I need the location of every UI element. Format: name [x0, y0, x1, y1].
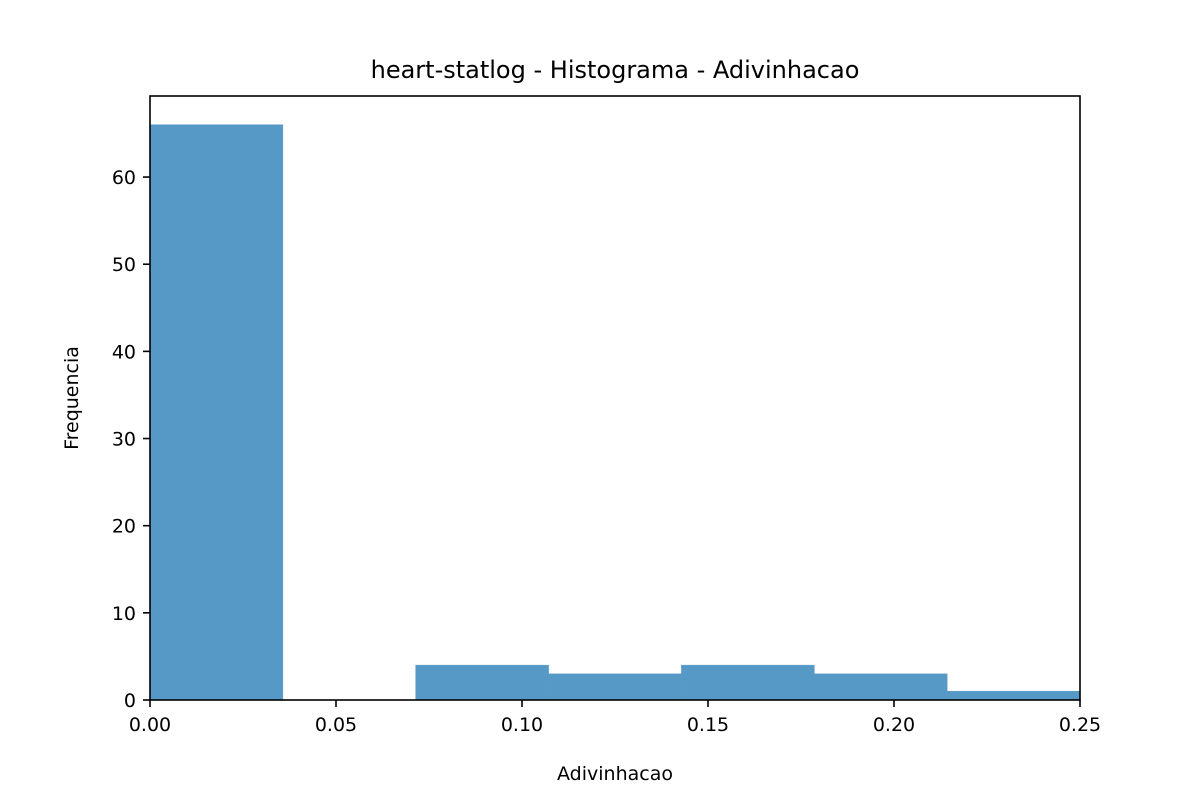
- y-tick-label: 0: [124, 690, 136, 712]
- y-tick-label: 20: [112, 516, 136, 538]
- histogram-bar: [149, 124, 284, 701]
- x-tick-label: 0.15: [687, 714, 729, 736]
- y-axis-label: Frequencia: [61, 346, 83, 450]
- histogram-bar: [415, 664, 549, 701]
- histogram-bar: [814, 673, 948, 701]
- histogram-bar: [681, 664, 815, 701]
- x-tick-label: 0.25: [1059, 714, 1101, 736]
- y-axis-ticks: 0 10 20 30 40 50 60: [112, 167, 150, 712]
- y-tick-label: 10: [112, 603, 136, 625]
- plot-frame: [149, 95, 1081, 701]
- histogram-bar: [548, 673, 682, 701]
- x-tick-label: 0.00: [129, 714, 171, 736]
- x-axis-label: Adivinhacao: [557, 763, 673, 785]
- y-tick-label: 50: [112, 254, 136, 276]
- x-tick-label: 0.10: [501, 714, 543, 736]
- histogram-bar: [946, 691, 1081, 701]
- y-tick-label: 60: [112, 167, 136, 189]
- chart-title: heart-statlog - Histograma - Adivinhacao: [371, 56, 860, 84]
- x-tick-label: 0.20: [873, 714, 915, 736]
- x-axis-ticks: 0.00 0.05 0.10 0.15 0.20 0.25: [129, 700, 1101, 736]
- y-tick-label: 40: [112, 341, 136, 363]
- y-tick-label: 30: [112, 429, 136, 451]
- x-tick-label: 0.05: [315, 714, 357, 736]
- bars-layer: [149, 124, 1081, 701]
